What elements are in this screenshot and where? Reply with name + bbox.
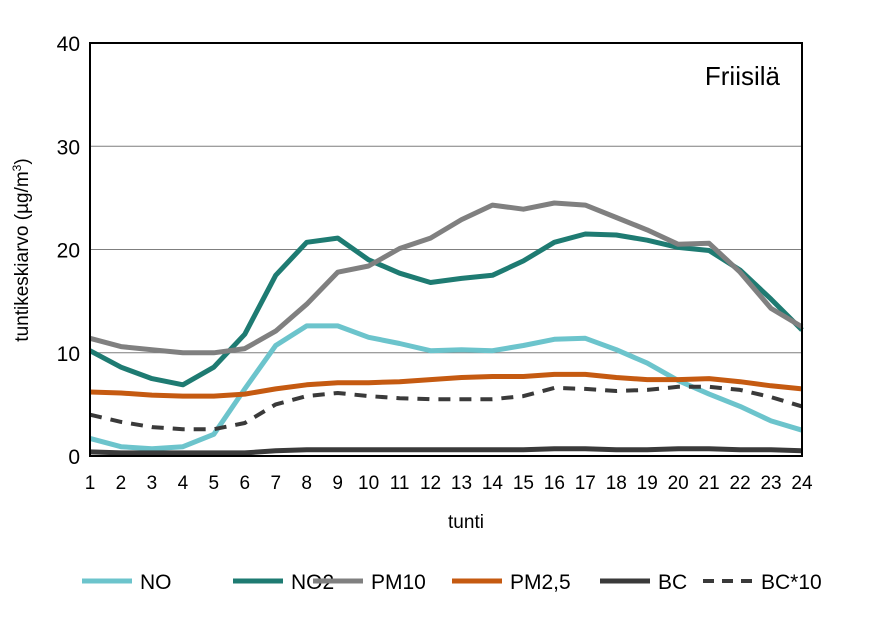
- legend-label: BC*10: [761, 571, 822, 594]
- legend-label: BC: [658, 571, 687, 594]
- x-tick-label: 7: [270, 473, 281, 494]
- x-tick-label: 8: [301, 473, 312, 494]
- y-label-main: tuntikeskiarvo (µg/m: [12, 171, 33, 341]
- x-axis-label: tunti: [448, 512, 484, 533]
- x-tick-label: 4: [178, 473, 189, 494]
- x-tick-label: 10: [358, 473, 379, 494]
- series-line-no2: [88, 231, 804, 388]
- y-tick-label: 20: [57, 240, 80, 263]
- x-tick-label: 1: [85, 473, 96, 494]
- y-tick-label: 10: [57, 343, 80, 366]
- x-axis: 1 2 3 4 5 6 7 8 9 10 11 12 13 14 15 16 17 18 19 20 21 22 23 24: [85, 473, 813, 494]
- x-tick-label: 24: [791, 473, 813, 494]
- y-tick-label: 30: [57, 136, 80, 159]
- x-tick-label: 17: [575, 473, 596, 494]
- x-tick-label: 3: [147, 473, 158, 494]
- x-tick-label: 16: [544, 473, 565, 494]
- legend-label: NO2: [291, 571, 334, 594]
- x-tick-label: 23: [760, 473, 781, 494]
- x-tick-label: 6: [239, 473, 250, 494]
- x-tick-label: 22: [730, 473, 751, 494]
- series-line-bc-10: [89, 384, 803, 432]
- x-tick-label: 2: [116, 473, 127, 494]
- series-lines: [88, 200, 804, 456]
- annotation-friisila: Friisilä: [705, 61, 781, 91]
- x-tick-label: 15: [513, 473, 534, 494]
- x-tick-label: 18: [606, 473, 627, 494]
- x-tick-label: 5: [209, 473, 220, 494]
- y-axis-label: tuntikeskiarvo (µg/m3): [10, 158, 33, 341]
- plot-frame: [89, 42, 803, 457]
- x-tick-label: 11: [390, 473, 410, 494]
- legend-label: PM2,5: [510, 571, 571, 594]
- x-tick-label: 20: [668, 473, 689, 494]
- y-label-sup: 3: [10, 164, 24, 171]
- x-tick-label: 14: [482, 473, 504, 494]
- x-tick-label: 12: [420, 473, 441, 494]
- legend-label: PM10: [371, 571, 426, 594]
- x-tick-label: 21: [699, 473, 720, 494]
- x-tick-label: 13: [451, 473, 472, 494]
- y-tick-label: 0: [68, 446, 80, 469]
- series-line-pm10: [89, 200, 804, 356]
- legend: NO NO2 PM10 PM2,5 BC BC*10: [82, 571, 822, 594]
- y-tick-label: 40: [57, 33, 80, 56]
- series-line-pm2-5: [89, 371, 803, 399]
- x-tick-label: 19: [637, 473, 658, 494]
- legend-label: NO: [140, 571, 172, 594]
- x-tick-label: 9: [332, 473, 343, 494]
- series-line-bc: [89, 446, 803, 456]
- y-axis: 0 10 20 30 40: [57, 33, 80, 469]
- y-label-end: ): [12, 158, 33, 164]
- series-line-no: [89, 323, 803, 452]
